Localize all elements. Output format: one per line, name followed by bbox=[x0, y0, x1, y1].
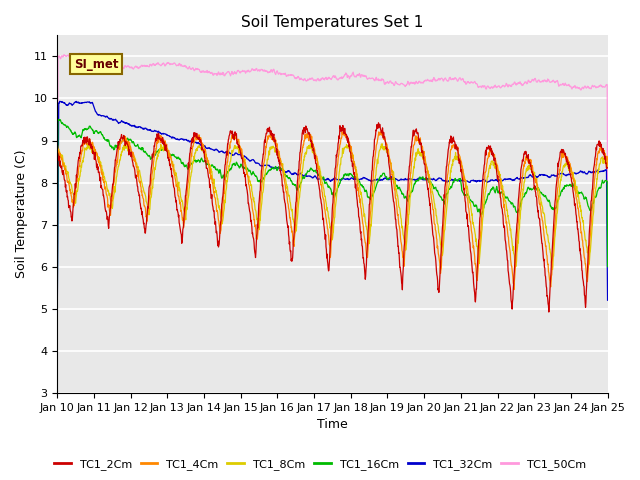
X-axis label: Time: Time bbox=[317, 419, 348, 432]
TC1_16Cm bbox=[308, 167, 316, 173]
TC1_32Cm bbox=[119, 119, 127, 125]
TC1_50Cm bbox=[76, 50, 83, 56]
TC1_8Cm bbox=[97, 163, 104, 168]
Line: TC1_16Cm: TC1_16Cm bbox=[57, 120, 607, 319]
TC1_50Cm bbox=[119, 65, 127, 71]
TC1_4Cm bbox=[96, 163, 104, 169]
TC1_8Cm bbox=[367, 221, 374, 227]
TC1_50Cm bbox=[299, 77, 307, 83]
Line: TC1_8Cm: TC1_8Cm bbox=[57, 143, 607, 270]
TC1_2Cm bbox=[118, 136, 126, 142]
TC1_2Cm bbox=[367, 193, 374, 199]
TC1_2Cm bbox=[53, 154, 61, 159]
TC1_50Cm bbox=[97, 58, 104, 63]
TC1_8Cm bbox=[287, 207, 295, 213]
TC1_4Cm bbox=[53, 142, 61, 148]
Title: Soil Temperatures Set 1: Soil Temperatures Set 1 bbox=[241, 15, 424, 30]
TC1_16Cm bbox=[604, 264, 611, 269]
TC1_4Cm bbox=[367, 208, 374, 214]
Text: SI_met: SI_met bbox=[74, 58, 118, 71]
TC1_32Cm bbox=[287, 170, 295, 176]
TC1_50Cm bbox=[604, 191, 611, 197]
TC1_16Cm bbox=[97, 129, 104, 135]
TC1_4Cm bbox=[287, 219, 294, 225]
TC1_2Cm bbox=[604, 165, 611, 170]
Y-axis label: Soil Temperature (C): Soil Temperature (C) bbox=[15, 150, 28, 278]
TC1_2Cm bbox=[287, 248, 294, 253]
TC1_50Cm bbox=[53, 285, 61, 291]
TC1_8Cm bbox=[604, 163, 611, 169]
TC1_50Cm bbox=[367, 75, 374, 81]
TC1_8Cm bbox=[119, 145, 127, 151]
TC1_32Cm bbox=[299, 172, 307, 178]
Line: TC1_2Cm: TC1_2Cm bbox=[57, 123, 607, 312]
TC1_32Cm bbox=[604, 297, 611, 303]
Line: TC1_4Cm: TC1_4Cm bbox=[57, 132, 607, 289]
Line: TC1_32Cm: TC1_32Cm bbox=[57, 101, 607, 312]
Legend: TC1_2Cm, TC1_4Cm, TC1_8Cm, TC1_16Cm, TC1_32Cm, TC1_50Cm: TC1_2Cm, TC1_4Cm, TC1_8Cm, TC1_16Cm, TC1… bbox=[49, 455, 591, 474]
TC1_4Cm bbox=[298, 150, 306, 156]
TC1_4Cm bbox=[510, 287, 518, 292]
TC1_4Cm bbox=[308, 140, 316, 145]
TC1_4Cm bbox=[604, 162, 611, 168]
TC1_32Cm bbox=[53, 309, 61, 315]
TC1_16Cm bbox=[55, 117, 63, 122]
TC1_8Cm bbox=[299, 167, 307, 173]
TC1_2Cm bbox=[545, 309, 553, 315]
TC1_16Cm bbox=[53, 316, 61, 322]
TC1_8Cm bbox=[308, 149, 316, 155]
TC1_16Cm bbox=[119, 137, 127, 143]
TC1_8Cm bbox=[84, 140, 92, 146]
TC1_16Cm bbox=[299, 175, 307, 180]
TC1_32Cm bbox=[308, 175, 316, 181]
Line: TC1_50Cm: TC1_50Cm bbox=[57, 53, 607, 288]
TC1_2Cm bbox=[298, 131, 306, 137]
TC1_32Cm bbox=[367, 178, 374, 184]
TC1_32Cm bbox=[56, 98, 64, 104]
TC1_2Cm bbox=[308, 144, 316, 150]
TC1_50Cm bbox=[308, 75, 316, 81]
TC1_4Cm bbox=[118, 138, 126, 144]
TC1_16Cm bbox=[367, 196, 374, 202]
TC1_32Cm bbox=[97, 112, 104, 118]
TC1_2Cm bbox=[96, 178, 104, 184]
TC1_50Cm bbox=[287, 72, 295, 78]
TC1_2Cm bbox=[374, 120, 382, 126]
TC1_4Cm bbox=[339, 129, 346, 135]
TC1_8Cm bbox=[548, 267, 556, 273]
TC1_8Cm bbox=[53, 148, 61, 154]
TC1_16Cm bbox=[287, 178, 295, 183]
